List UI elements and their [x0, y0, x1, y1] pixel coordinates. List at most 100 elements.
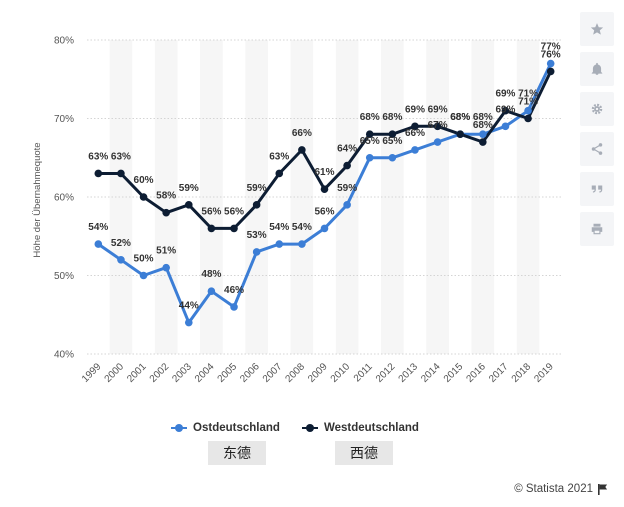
- data-point: [365, 153, 374, 162]
- share-icon[interactable]: [580, 132, 614, 166]
- x-tick-label: 2001: [125, 361, 149, 385]
- legend-label-west: Westdeutschland: [323, 422, 419, 434]
- data-point: [139, 193, 148, 201]
- data-point: [343, 161, 351, 170]
- data-point: [524, 114, 532, 123]
- chart-legend: Ostdeutschland Westdeutschland: [0, 422, 590, 434]
- data-point: [479, 130, 487, 138]
- data-label: 63%: [269, 151, 289, 162]
- bell-icon[interactable]: [580, 52, 614, 86]
- data-label: 56%: [201, 206, 221, 217]
- data-point: [320, 224, 329, 233]
- data-point: [139, 271, 148, 280]
- data-label: 54%: [88, 222, 108, 233]
- data-point: [456, 130, 465, 138]
- data-label: 63%: [88, 151, 108, 162]
- x-tick-label: 2002: [148, 361, 172, 385]
- data-point: [207, 287, 216, 296]
- data-label: 68%: [473, 112, 493, 123]
- data-point: [230, 303, 238, 311]
- data-label: 54%: [292, 222, 312, 233]
- x-tick-label: 2004: [193, 361, 217, 385]
- data-label: 53%: [247, 230, 267, 241]
- data-point: [117, 255, 125, 264]
- x-tick-labels: 1999 2000 2001 2002 2003 2004 2005 2006 2007 2008…: [80, 361, 556, 385]
- x-tick-label: 2005: [216, 361, 240, 385]
- data-point: [298, 240, 306, 248]
- data-point: [343, 201, 351, 209]
- data-point: [94, 169, 103, 178]
- statista-credit[interactable]: © Statista 2021: [514, 483, 608, 495]
- data-labels: 54%52%50%51%44%48%46%53%54% 54%56%59%65% 6…: [88, 42, 561, 312]
- x-tick-label: 2007: [261, 361, 285, 385]
- data-label: 68%: [360, 112, 380, 123]
- data-point: [252, 248, 261, 256]
- data-point: [230, 224, 238, 233]
- data-label: 46%: [224, 285, 244, 296]
- data-label: 56%: [314, 206, 334, 217]
- x-tick-label: 2010: [329, 361, 353, 385]
- legend-item-ostdeutschland[interactable]: Ostdeutschland: [171, 422, 280, 434]
- credit-text: © Statista 2021: [514, 483, 593, 495]
- data-label: 48%: [201, 269, 221, 280]
- data-point: [117, 169, 125, 178]
- data-point: [162, 208, 170, 217]
- data-point: [162, 263, 170, 272]
- quote-icon[interactable]: [580, 172, 614, 206]
- data-point: [388, 130, 397, 138]
- data-label: 71%: [518, 97, 538, 108]
- y-tick-label: 80%: [54, 36, 74, 47]
- data-point: [546, 67, 555, 76]
- data-label: 71%: [518, 89, 538, 100]
- chart-toolbar: [580, 12, 614, 252]
- data-point: [388, 153, 397, 162]
- legend-label-ost: Ostdeutschland: [193, 422, 280, 434]
- data-label: 65%: [360, 136, 380, 147]
- data-point: [184, 201, 193, 209]
- series-points: [94, 59, 555, 327]
- data-label: 59%: [337, 183, 357, 194]
- data-label: 66%: [292, 128, 312, 139]
- y-tick-label: 70%: [54, 114, 74, 125]
- x-tick-label: 2019: [532, 361, 556, 385]
- data-label: 64%: [337, 144, 357, 155]
- data-point: [365, 130, 374, 138]
- data-label: 68%: [473, 120, 493, 131]
- star-icon[interactable]: [580, 12, 614, 46]
- data-point: [275, 240, 284, 248]
- translation-west: 西德: [335, 441, 393, 465]
- data-label: 54%: [269, 222, 289, 233]
- x-tick-label: 2016: [464, 361, 488, 385]
- data-point: [320, 185, 329, 193]
- data-label: 68%: [450, 112, 470, 123]
- data-point: [524, 106, 532, 115]
- data-label: 59%: [247, 183, 267, 194]
- x-tick-label: 2017: [487, 361, 511, 385]
- data-label: 58%: [156, 191, 176, 202]
- data-label: 69%: [495, 104, 515, 115]
- x-tick-label: 2003: [170, 361, 194, 385]
- data-point: [275, 169, 284, 178]
- data-point: [501, 122, 510, 131]
- x-tick-label: 2011: [352, 361, 375, 384]
- x-tick-label: 2013: [397, 361, 421, 385]
- y-tick-labels: 40% 50% 60% 70% 80%: [54, 36, 74, 361]
- y-tick-label: 60%: [54, 193, 74, 204]
- band: [109, 40, 133, 354]
- legend-item-westdeutschland[interactable]: Westdeutschland: [301, 422, 419, 434]
- x-tick-label: 2006: [238, 361, 262, 385]
- data-point: [501, 106, 510, 115]
- data-label: 50%: [134, 254, 154, 265]
- x-tick-label: 2012: [374, 361, 398, 385]
- flag-icon: [598, 483, 608, 495]
- data-label: 68%: [450, 112, 470, 123]
- data-point: [298, 146, 306, 154]
- data-point: [433, 138, 442, 146]
- data-point: [411, 122, 419, 131]
- y-tick-label: 40%: [54, 350, 74, 361]
- data-label: 63%: [111, 151, 131, 162]
- gear-icon[interactable]: [580, 92, 614, 126]
- data-label: 69%: [428, 104, 448, 115]
- print-icon[interactable]: [580, 212, 614, 246]
